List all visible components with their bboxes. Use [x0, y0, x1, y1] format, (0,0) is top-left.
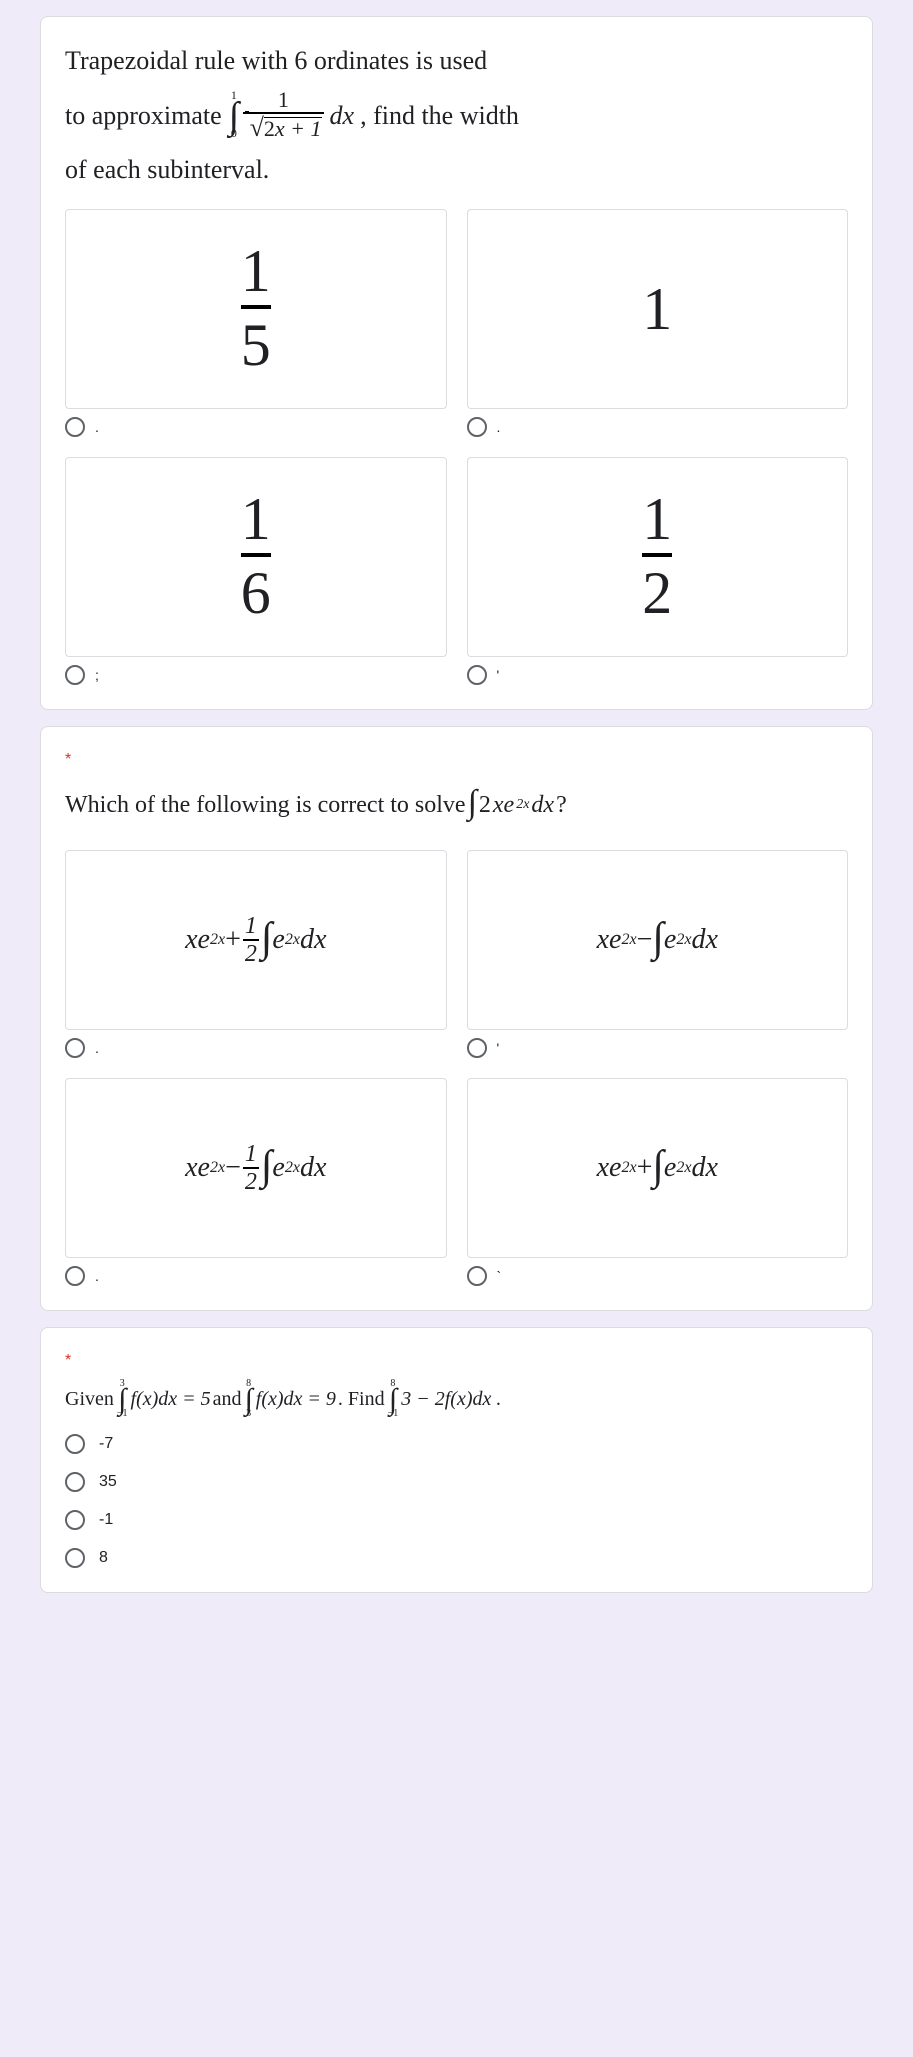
q2-option-d[interactable]: ` [467, 1258, 849, 1286]
q1-line3: of each subinterval. [65, 150, 848, 189]
q1-option-a[interactable]: . [65, 409, 447, 437]
question-1: Trapezoidal rule with 6 ordinates is use… [40, 16, 873, 710]
radio-icon [65, 1472, 85, 1492]
q1-option-b-card: 1 [467, 209, 849, 409]
q2-option-c[interactable]: . [65, 1258, 447, 1286]
q2-text: Which of the following is correct to sol… [65, 779, 848, 830]
radio-icon [65, 1434, 85, 1454]
question-3: * Given 3∫−1 f(x)dx = 5 and 8∫3 f(x)dx =… [40, 1327, 873, 1593]
q1-options: 1 5 . 1 . 1 6 [65, 209, 848, 685]
required-marker: * [65, 751, 848, 779]
q2-option-c-card: xe2x − 12 ∫ e2x dx [65, 1078, 447, 1258]
q3-option-b[interactable]: 35 [65, 1472, 848, 1492]
q1-option-c-card: 1 6 [65, 457, 447, 657]
radio-icon [65, 417, 85, 437]
q2-option-b-card: xe2x − ∫ e2x dx [467, 850, 849, 1030]
q2-options: xe2x + 12 ∫ e2x dx . xe2x − ∫ [65, 850, 848, 1286]
q1-option-a-card: 1 5 [65, 209, 447, 409]
q1-line1: Trapezoidal rule with 6 ordinates is use… [65, 41, 848, 80]
q1-line2: to approximate 1 ∫ 0 1 √ 2x + 1 [65, 88, 848, 142]
q1-option-b[interactable]: . [467, 409, 849, 437]
question-2: * Which of the following is correct to s… [40, 726, 873, 1311]
q3-option-a[interactable]: -7 [65, 1434, 848, 1454]
q1-option-d-card: 1 2 [467, 457, 849, 657]
q1-option-c[interactable]: ; [65, 657, 447, 685]
q2-option-a[interactable]: . [65, 1030, 447, 1058]
required-marker: * [65, 1352, 848, 1380]
radio-icon [65, 665, 85, 685]
q3-options: -7 35 -1 8 [65, 1434, 848, 1568]
radio-icon [65, 1548, 85, 1568]
radio-icon [65, 1266, 85, 1286]
q3-option-c[interactable]: -1 [65, 1510, 848, 1530]
q3-option-d[interactable]: 8 [65, 1548, 848, 1568]
q1-text: Trapezoidal rule with 6 ordinates is use… [65, 41, 848, 189]
radio-icon [467, 1038, 487, 1058]
q2-option-b[interactable]: ' [467, 1030, 849, 1058]
radio-icon [467, 665, 487, 685]
q2-option-a-card: xe2x + 12 ∫ e2x dx [65, 850, 447, 1030]
radio-icon [65, 1510, 85, 1530]
q3-text: Given 3∫−1 f(x)dx = 5 and 8∫3 f(x)dx = 9… [65, 1380, 848, 1418]
radio-icon [467, 417, 487, 437]
q1-integral: 1 ∫ 0 1 √ 2x + 1 dx [228, 88, 354, 142]
q1-option-d[interactable]: ' [467, 657, 849, 685]
q2-option-d-card: xe2x + ∫ e2x dx [467, 1078, 849, 1258]
radio-icon [467, 1266, 487, 1286]
radio-icon [65, 1038, 85, 1058]
